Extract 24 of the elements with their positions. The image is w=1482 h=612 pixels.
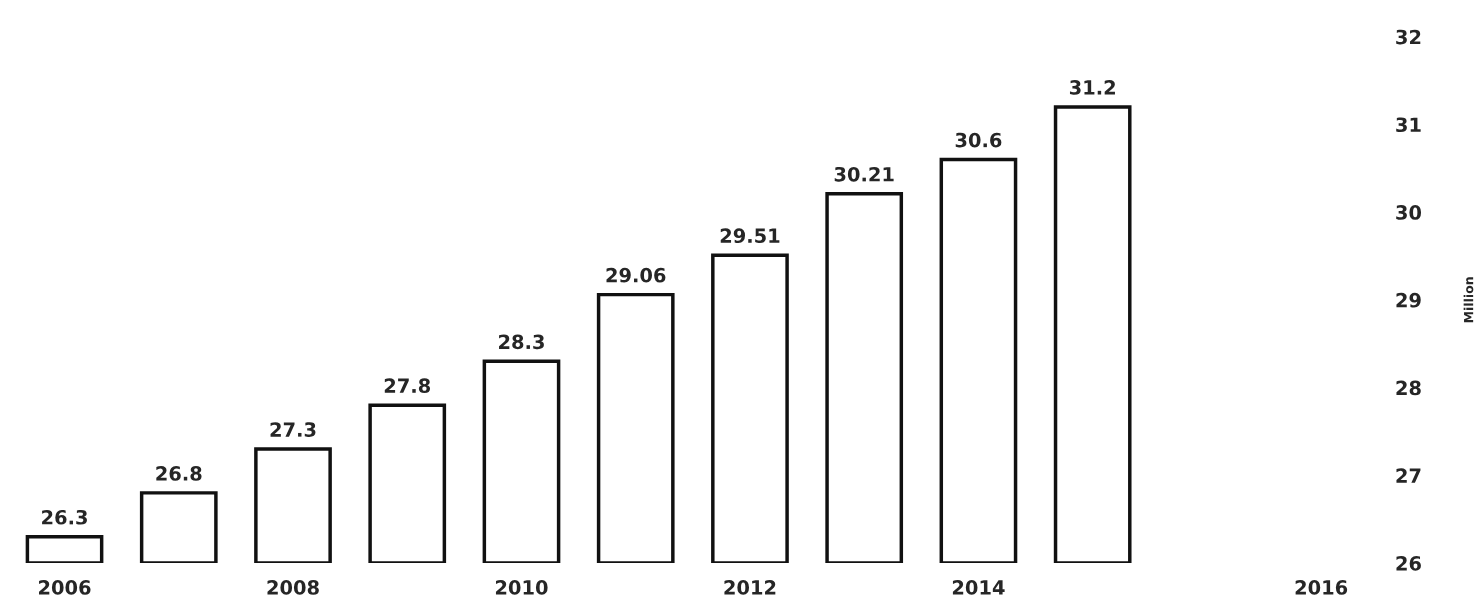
data-label: 30.6 bbox=[955, 132, 1002, 148]
data-label: 31.2 bbox=[1069, 80, 1115, 95]
data-label: 27.3 bbox=[270, 422, 316, 437]
x-tick-label: 2016 bbox=[1295, 580, 1348, 595]
data-label: 26.8 bbox=[156, 466, 202, 481]
y-tick-label: 29 bbox=[1396, 292, 1421, 308]
x-tick-label: 2014 bbox=[952, 580, 1005, 595]
data-label: 26.3 bbox=[42, 509, 87, 525]
x-tick-label: 2010 bbox=[495, 580, 548, 595]
y-tick-label: 31 bbox=[1396, 117, 1421, 133]
x-tick-label: 2012 bbox=[724, 580, 776, 595]
y-tick-label: 32 bbox=[1396, 29, 1421, 45]
y-tick-label: 26 bbox=[1396, 556, 1421, 571]
data-label: 29.51 bbox=[720, 228, 780, 244]
data-label: 29.06 bbox=[606, 267, 666, 283]
y-tick-label: 27 bbox=[1396, 468, 1421, 483]
y-tick-label: 28 bbox=[1396, 380, 1421, 396]
x-tick-label: 2008 bbox=[267, 580, 319, 595]
y-tick-label: 30 bbox=[1396, 205, 1422, 220]
data-label: 30.21 bbox=[834, 166, 894, 182]
y-axis-title: Million bbox=[1463, 277, 1474, 323]
data-label: 28.3 bbox=[499, 334, 544, 350]
x-tick-label: 2006 bbox=[39, 580, 91, 595]
data-label: 27.8 bbox=[384, 378, 431, 394]
